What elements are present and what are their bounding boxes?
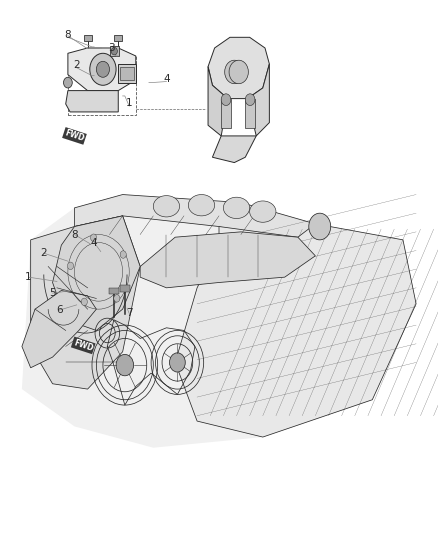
Polygon shape (140, 232, 315, 288)
Circle shape (111, 47, 117, 55)
Text: FWD: FWD (72, 338, 94, 353)
Bar (68, 56, 136, 115)
Circle shape (229, 60, 248, 84)
Circle shape (245, 94, 255, 106)
Ellipse shape (188, 195, 215, 216)
Bar (84, 35, 92, 41)
Bar (109, 288, 119, 294)
Text: 4: 4 (91, 238, 98, 247)
Polygon shape (68, 48, 136, 91)
Polygon shape (66, 91, 118, 112)
Bar (120, 67, 134, 80)
Bar (245, 99, 255, 128)
Ellipse shape (153, 196, 180, 217)
Text: 5: 5 (49, 288, 56, 298)
Circle shape (221, 94, 231, 106)
Text: 1: 1 (25, 272, 32, 282)
Ellipse shape (250, 201, 276, 222)
Text: 8: 8 (64, 30, 71, 39)
Circle shape (96, 61, 110, 77)
Bar (118, 64, 136, 83)
Polygon shape (175, 224, 416, 437)
Polygon shape (208, 67, 228, 136)
Circle shape (91, 234, 97, 241)
Circle shape (64, 77, 72, 88)
Bar (110, 46, 119, 56)
Circle shape (81, 298, 87, 305)
Text: 4: 4 (163, 74, 170, 84)
Bar (120, 285, 130, 292)
Text: 1: 1 (126, 99, 133, 108)
Circle shape (120, 251, 126, 258)
Text: 7: 7 (126, 309, 133, 318)
Circle shape (90, 53, 116, 85)
Polygon shape (208, 37, 269, 99)
Polygon shape (212, 136, 256, 163)
Bar (114, 35, 122, 41)
Polygon shape (74, 195, 315, 237)
Polygon shape (31, 216, 140, 389)
Circle shape (170, 353, 185, 372)
Bar (221, 99, 231, 128)
Ellipse shape (223, 197, 250, 219)
Polygon shape (22, 203, 416, 448)
Circle shape (225, 60, 244, 84)
Circle shape (309, 213, 331, 240)
Text: 3: 3 (108, 43, 115, 53)
Text: 2: 2 (40, 248, 47, 258)
Text: 2: 2 (73, 60, 80, 70)
Text: 8: 8 (71, 230, 78, 239)
Polygon shape (22, 290, 96, 368)
Circle shape (67, 262, 74, 270)
Polygon shape (53, 216, 140, 330)
Circle shape (114, 295, 120, 302)
Text: 6: 6 (56, 305, 63, 315)
Text: FWD: FWD (64, 128, 85, 143)
Polygon shape (247, 64, 269, 136)
Circle shape (116, 354, 134, 376)
